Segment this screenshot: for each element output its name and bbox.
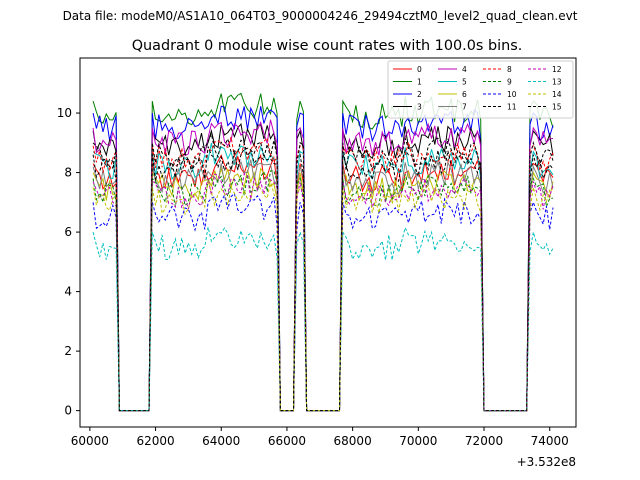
x-offset-label: +3.532e8 xyxy=(517,455,576,469)
legend-label-1: 1 xyxy=(417,78,422,87)
legend-label-0: 0 xyxy=(417,65,422,74)
legend-label-14: 14 xyxy=(552,90,562,99)
y-tick-label: 2 xyxy=(64,344,72,358)
x-tick-label: 68000 xyxy=(334,434,372,448)
legend-label-7: 7 xyxy=(462,103,467,112)
x-axis: 60000 62000 64000 66000 68000 70000 72000 74000 xyxy=(71,427,569,448)
chart-suptitle: Data file: modeM0/AS1A10_064T03_90000042… xyxy=(63,9,578,23)
x-tick-label: 66000 xyxy=(268,434,306,448)
legend-box xyxy=(387,60,574,119)
series-line-15 xyxy=(92,146,554,412)
x-tick-label: 72000 xyxy=(465,434,503,448)
x-tick-label: 60000 xyxy=(71,434,109,448)
y-tick-label: 4 xyxy=(64,285,72,299)
legend-label-9: 9 xyxy=(507,78,512,87)
legend-label-8: 8 xyxy=(507,65,512,74)
x-tick-label: 64000 xyxy=(202,434,240,448)
plot-frame xyxy=(79,57,577,428)
series-line-1 xyxy=(92,92,554,412)
y-axis: 0 2 4 6 8 10 xyxy=(57,106,80,418)
y-tick-label: 0 xyxy=(64,404,72,418)
y-tick-label: 10 xyxy=(57,106,72,120)
y-tick-label: 6 xyxy=(64,225,72,239)
chart-title: Quadrant 0 module wise count rates with … xyxy=(132,38,523,54)
legend-label-6: 6 xyxy=(462,90,467,99)
legend-label-3: 3 xyxy=(417,103,422,112)
legend-label-12: 12 xyxy=(552,65,562,74)
series-line-9 xyxy=(92,170,554,412)
x-tick-label: 74000 xyxy=(531,434,569,448)
series-line-14 xyxy=(92,180,554,412)
x-tick-label: 70000 xyxy=(399,434,437,448)
legend-label-11: 11 xyxy=(507,103,517,112)
series-line-4 xyxy=(92,119,554,412)
legend-label-15: 15 xyxy=(552,103,562,112)
legend-label-4: 4 xyxy=(462,65,467,74)
y-tick-label: 8 xyxy=(64,166,72,180)
legend-label-10: 10 xyxy=(507,90,517,99)
legend-label-2: 2 xyxy=(417,90,422,99)
legend-label-13: 13 xyxy=(552,78,562,87)
x-tick-label: 62000 xyxy=(136,434,174,448)
legend-label-5: 5 xyxy=(462,78,467,87)
plot-lines xyxy=(92,92,554,412)
